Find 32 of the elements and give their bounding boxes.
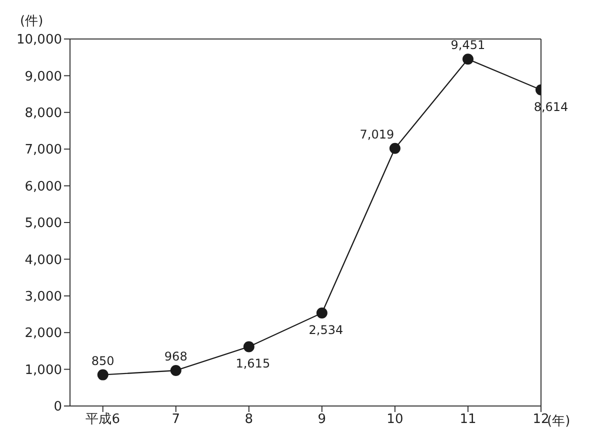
data-label: 1,615 [236, 356, 270, 371]
x-tick-label: 平成6 [86, 412, 120, 428]
y-tick-label: 10,000 [16, 32, 62, 48]
point [97, 369, 108, 380]
x-tick-label: 12 [532, 412, 550, 428]
y-tick-label: 7,000 [24, 142, 62, 158]
y-tick-label: 9,000 [24, 69, 62, 84]
y-tick-label: 0 [54, 400, 62, 415]
x-tick-label: 11 [460, 412, 476, 428]
y-tick-label: 1,000 [24, 362, 62, 378]
x-tick-label: 10 [386, 412, 404, 428]
y-tick-label: 6,000 [24, 179, 62, 194]
data-label: 9,451 [450, 38, 486, 52]
data-label: 7,019 [360, 127, 394, 142]
y-axis-title: (件) [20, 14, 44, 29]
point [170, 364, 182, 376]
x-axis-title: (年) [547, 414, 570, 429]
y-tick-label: 4,000 [24, 252, 62, 268]
y-tick-label: 8,000 [24, 106, 62, 122]
x-tick-label: 9 [318, 412, 326, 428]
point [243, 341, 254, 352]
point [462, 54, 474, 65]
point [389, 142, 400, 154]
data-label: 2,534 [308, 323, 344, 337]
y-tick-label: 5,000 [24, 216, 62, 232]
x-tick-label: 7 [172, 412, 180, 428]
x-tick-label: 8 [244, 412, 254, 428]
data-label: 850 [91, 354, 114, 368]
data-label: 968 [164, 349, 188, 364]
point [316, 308, 328, 318]
y-tick-label: 2,000 [24, 326, 62, 342]
y-tick-label: 3,000 [24, 290, 62, 305]
